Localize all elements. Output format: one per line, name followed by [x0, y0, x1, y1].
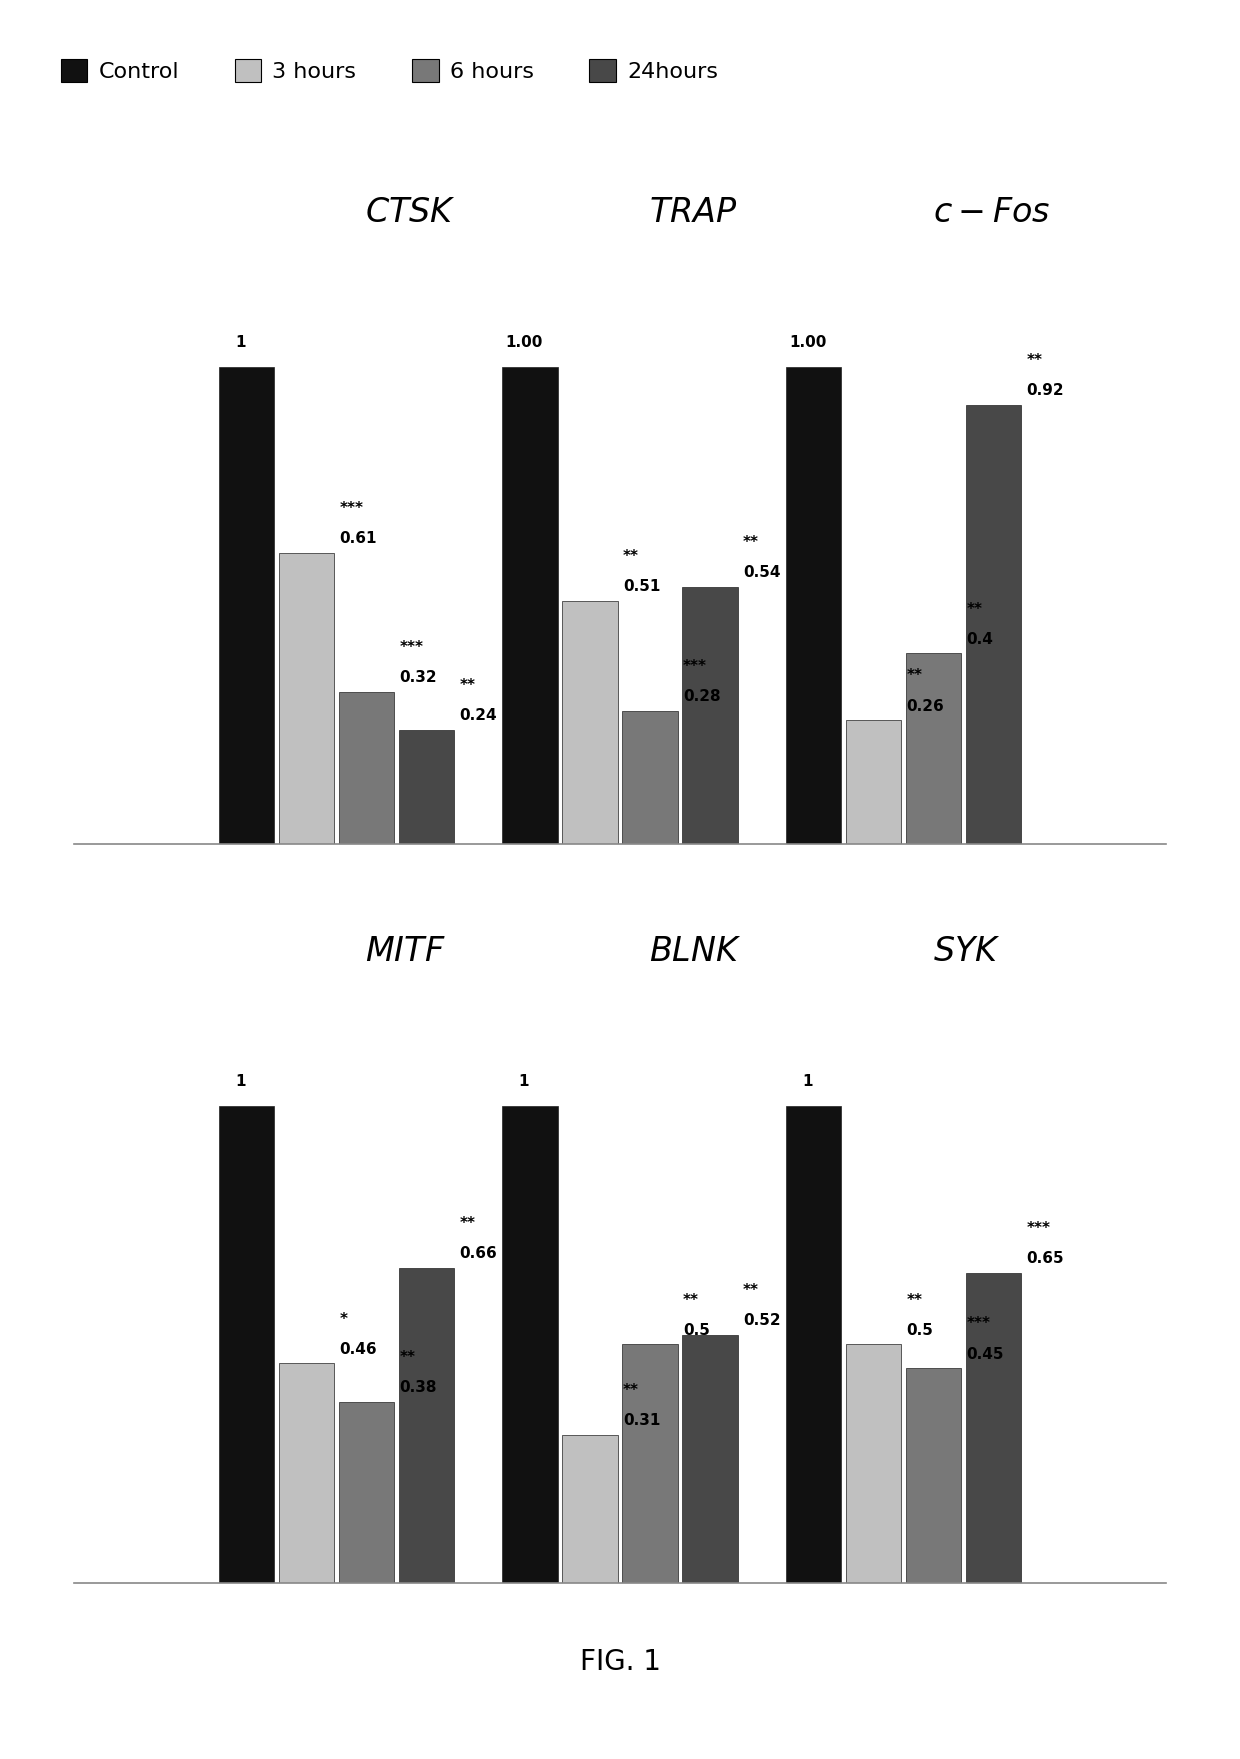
Text: **: ** [622, 1383, 639, 1398]
Text: **: ** [622, 549, 639, 565]
Text: 0.5: 0.5 [683, 1323, 709, 1337]
Bar [339, 1402, 394, 1583]
Text: 0.54: 0.54 [743, 565, 780, 580]
Bar [846, 1344, 901, 1583]
Text: 0.5: 0.5 [906, 1323, 934, 1337]
Text: ***: *** [399, 640, 423, 654]
Text: **: ** [743, 1282, 759, 1298]
Text: 1: 1 [236, 336, 246, 350]
Text: **: ** [906, 668, 923, 684]
Bar [563, 602, 618, 844]
Text: 0.24: 0.24 [459, 709, 497, 723]
Text: **: ** [399, 1349, 415, 1365]
Text: **: ** [906, 1293, 923, 1307]
Text: 1: 1 [802, 1075, 813, 1089]
Text: ***: *** [683, 660, 707, 674]
Text: 0.4: 0.4 [967, 631, 993, 647]
Text: 0.26: 0.26 [906, 698, 945, 714]
Text: $\it{SYK}$: $\it{SYK}$ [932, 934, 1001, 967]
Bar [966, 1274, 1022, 1583]
Bar [622, 1344, 677, 1583]
Text: **: ** [1027, 354, 1043, 368]
Bar [563, 1435, 618, 1583]
Text: 1: 1 [236, 1075, 246, 1089]
Bar [218, 1106, 274, 1583]
Text: **: ** [459, 1215, 475, 1231]
Text: *: * [340, 1312, 347, 1326]
Text: ***: *** [967, 1316, 991, 1332]
Legend: Control, 3 hours, 6 hours, 24hours: Control, 3 hours, 6 hours, 24hours [61, 58, 718, 83]
Bar [502, 1106, 558, 1583]
Text: **: ** [743, 535, 759, 551]
Text: 0.46: 0.46 [340, 1342, 377, 1356]
Text: $\it{TRAP}$: $\it{TRAP}$ [649, 195, 738, 229]
Bar [786, 368, 841, 844]
Text: 0.38: 0.38 [399, 1381, 436, 1395]
Bar [339, 691, 394, 844]
Text: 1.00: 1.00 [789, 336, 826, 350]
Text: FIG. 1: FIG. 1 [579, 1648, 661, 1676]
Text: 0.61: 0.61 [340, 531, 377, 547]
Text: 1: 1 [518, 1075, 529, 1089]
Bar [786, 1106, 841, 1583]
Bar [502, 368, 558, 844]
Text: 0.32: 0.32 [399, 670, 436, 684]
Text: 0.28: 0.28 [683, 690, 720, 704]
Bar [906, 653, 961, 844]
Text: **: ** [967, 602, 983, 617]
Bar [966, 405, 1022, 844]
Text: 0.51: 0.51 [622, 579, 661, 595]
Text: 0.66: 0.66 [459, 1247, 497, 1261]
Bar [906, 1369, 961, 1583]
Text: 0.92: 0.92 [1027, 383, 1064, 398]
Text: 0.52: 0.52 [743, 1314, 781, 1328]
Text: $\it{MITF}$: $\it{MITF}$ [365, 934, 445, 967]
Text: 0.65: 0.65 [1027, 1251, 1064, 1266]
Bar [218, 368, 274, 844]
Bar [682, 586, 738, 844]
Text: 0.31: 0.31 [622, 1414, 661, 1428]
Text: **: ** [459, 677, 475, 693]
Bar [399, 730, 454, 844]
Text: ***: *** [340, 501, 363, 517]
Bar [846, 719, 901, 844]
Text: $\it{BLNK}$: $\it{BLNK}$ [649, 934, 742, 967]
Text: **: ** [683, 1293, 699, 1307]
Bar [682, 1335, 738, 1583]
Bar [279, 1363, 334, 1583]
Text: $\it{CTSK}$: $\it{CTSK}$ [365, 195, 456, 229]
Bar [622, 711, 677, 844]
Bar [399, 1268, 454, 1583]
Text: 0.45: 0.45 [967, 1347, 1004, 1361]
Text: $\it{c-Fos}$: $\it{c-Fos}$ [932, 195, 1050, 229]
Text: 1.00: 1.00 [505, 336, 543, 350]
Bar [279, 552, 334, 844]
Text: ***: *** [1027, 1221, 1050, 1237]
